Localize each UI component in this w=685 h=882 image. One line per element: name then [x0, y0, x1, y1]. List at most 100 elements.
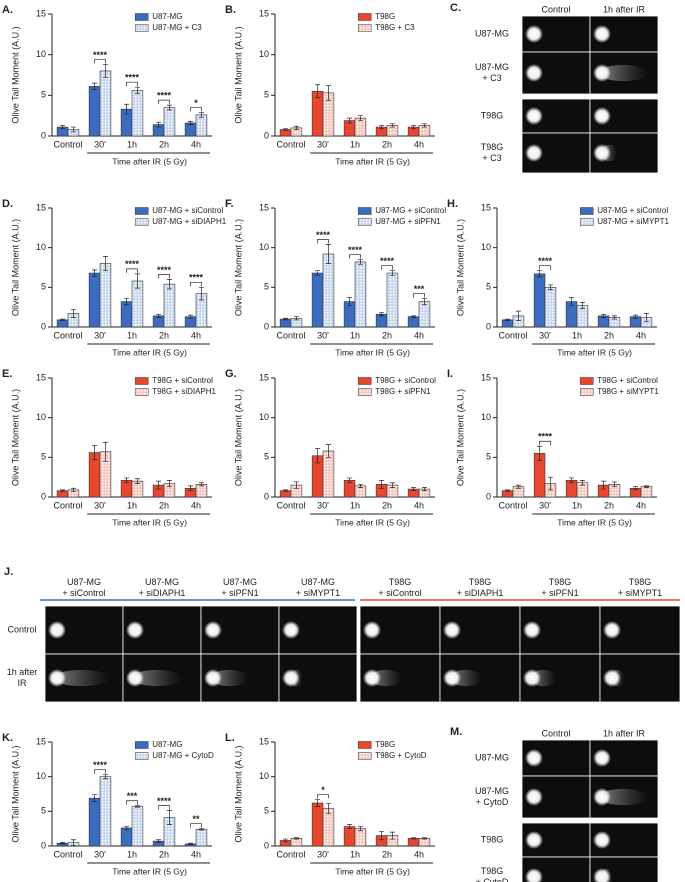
legend-label: T98G + siControl: [375, 376, 436, 385]
image-label: + siPFN1: [221, 588, 258, 598]
y-axis-label: Olive Tail Moment (A.U.): [233, 219, 243, 316]
error-bar: [601, 313, 607, 318]
error-bar: [357, 115, 363, 121]
x-tick-label: 2h: [604, 330, 614, 340]
significance-bracket: [126, 81, 138, 87]
error-bar: [325, 803, 331, 814]
error-bar: [198, 828, 204, 831]
significance-bracket: [349, 254, 361, 259]
x-tick-label: 2h: [382, 330, 392, 340]
significance-bracket: [190, 107, 202, 112]
comet-head: [204, 621, 222, 639]
bar: [354, 828, 367, 847]
error-bar: [293, 125, 299, 130]
error-bar: [315, 799, 321, 807]
bar: [311, 802, 324, 847]
x-axis-label: Time after IR (5 Gy): [557, 517, 632, 527]
error-bar: [156, 313, 162, 318]
error-bar: [643, 485, 649, 488]
error-bar: [357, 826, 363, 832]
bar: [163, 107, 176, 137]
error-bar: [357, 259, 363, 265]
bar: [195, 829, 208, 847]
significance-bracket: [539, 265, 551, 270]
x-tick-label: 4h: [636, 330, 646, 340]
bar: [120, 827, 133, 847]
comet-head: [525, 788, 543, 806]
y-tick-label: 10: [259, 242, 269, 252]
legend-label: T98G + CytoD: [375, 751, 427, 760]
y-tick-label: 5: [264, 282, 269, 292]
bar: [407, 838, 420, 847]
error-bar: [188, 121, 194, 125]
image-label: T98G: [481, 866, 504, 876]
error-bar: [421, 837, 427, 840]
error-bar: [166, 810, 172, 825]
bar: [88, 797, 101, 847]
error-bar: [547, 284, 553, 291]
x-tick-label: 2h: [382, 139, 392, 149]
bar: [354, 261, 367, 328]
error-bar: [505, 318, 511, 322]
image-label: + siControl: [62, 588, 105, 598]
y-axis-label: Olive Tail Moment (A.U.): [233, 389, 243, 486]
image-label: + siPFN1: [541, 588, 578, 598]
y-tick-label: 15: [259, 736, 269, 746]
x-tick-label: Control: [498, 500, 527, 510]
x-tick-label: 1h: [350, 500, 360, 510]
comet-tail: [598, 64, 648, 82]
panel-label: A.: [2, 4, 13, 16]
comet-head: [593, 749, 611, 767]
x-tick-label: Control: [498, 330, 527, 340]
error-bar: [537, 270, 543, 278]
error-bar: [283, 838, 289, 843]
x-tick-label: 30': [539, 330, 551, 340]
bar: [640, 486, 653, 498]
error-bar: [315, 448, 321, 464]
x-tick-label: 1h: [350, 139, 360, 149]
y-tick-label: 5: [264, 90, 269, 100]
image-label: T98G: [549, 577, 572, 587]
error-bar: [156, 121, 162, 128]
error-bar: [569, 477, 575, 484]
image-label: + siDIAPH1: [457, 588, 504, 598]
error-bar: [315, 84, 321, 99]
legend-label: U87-MG + siDIAPH1: [152, 217, 227, 226]
x-tick-label: 1h: [350, 330, 360, 340]
significance-bracket: [158, 805, 170, 810]
significance-label: **: [192, 814, 200, 824]
comet-head: [523, 621, 541, 639]
y-tick-label: 10: [36, 49, 46, 59]
legend-swatch: [134, 741, 149, 749]
error-bar: [188, 842, 194, 845]
significance-label: ***: [414, 284, 425, 294]
bar: [322, 253, 335, 328]
error-bar: [283, 489, 289, 492]
x-tick-label: 2h: [382, 849, 392, 859]
x-tick-label: 1h: [127, 139, 137, 149]
error-bar: [389, 482, 395, 488]
legend-label: U87-MG + siControl: [152, 206, 223, 215]
image-label: + CytoD: [476, 877, 509, 882]
error-bar: [389, 831, 395, 840]
significance-bracket: [317, 239, 329, 244]
image-column-label: 1h after IR: [603, 4, 646, 14]
bar: [418, 301, 431, 328]
error-bar: [379, 312, 385, 317]
x-tick-label: Control: [53, 139, 82, 149]
y-tick-label: 15: [481, 202, 491, 212]
x-tick-label: 30': [539, 500, 551, 510]
y-tick-label: 10: [481, 412, 491, 422]
error-bar: [537, 445, 543, 461]
comet-head: [443, 669, 461, 687]
y-axis-label: Olive Tail Moment (A.U.): [10, 26, 20, 123]
error-bar: [515, 484, 521, 489]
x-tick-label: Control: [276, 500, 305, 510]
error-bar: [293, 837, 299, 840]
error-bar: [421, 123, 427, 128]
x-tick-label: Control: [276, 330, 305, 340]
error-bar: [411, 125, 417, 130]
y-tick-label: 0: [264, 840, 269, 850]
y-axis-label: Olive Tail Moment (A.U.): [233, 745, 243, 842]
